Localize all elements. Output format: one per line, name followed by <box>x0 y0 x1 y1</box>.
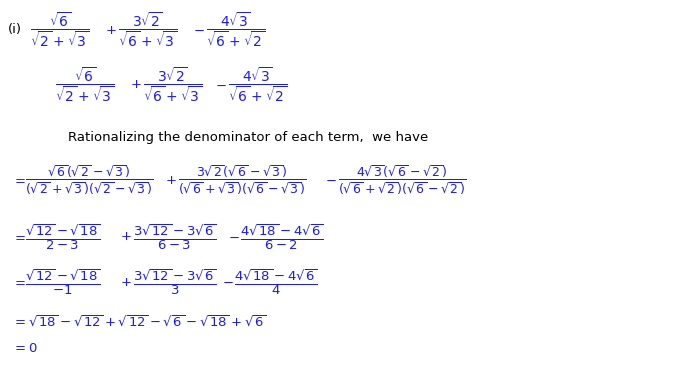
Text: $+$: $+$ <box>165 173 177 187</box>
Text: $=\sqrt{18}-\sqrt{12}+\sqrt{12}-\sqrt{6}-\sqrt{18}+\sqrt{6}$: $=\sqrt{18}-\sqrt{12}+\sqrt{12}-\sqrt{6}… <box>12 314 267 330</box>
Text: $-$: $-$ <box>193 23 205 36</box>
Text: $\dfrac{4\sqrt{3}}{\sqrt{6}+\sqrt{2}}$: $\dfrac{4\sqrt{3}}{\sqrt{6}+\sqrt{2}}$ <box>228 66 287 104</box>
Text: $-$: $-$ <box>228 231 239 243</box>
Text: $\dfrac{4\sqrt{3}}{\sqrt{6}+\sqrt{2}}$: $\dfrac{4\sqrt{3}}{\sqrt{6}+\sqrt{2}}$ <box>206 11 265 49</box>
Text: $\dfrac{3\sqrt{12}-3\sqrt{6}}{6-3}$: $\dfrac{3\sqrt{12}-3\sqrt{6}}{6-3}$ <box>133 222 217 252</box>
Text: $\dfrac{4\sqrt{3}(\sqrt{6}-\sqrt{2})}{(\sqrt{6}+\sqrt{2})(\sqrt{6}-\sqrt{2})}$: $\dfrac{4\sqrt{3}(\sqrt{6}-\sqrt{2})}{(\… <box>338 163 466 197</box>
Text: $\dfrac{3\sqrt{2}}{\sqrt{6}+\sqrt{3}}$: $\dfrac{3\sqrt{2}}{\sqrt{6}+\sqrt{3}}$ <box>143 66 203 104</box>
Text: $\dfrac{4\sqrt{18}-4\sqrt{6}}{6-2}$: $\dfrac{4\sqrt{18}-4\sqrt{6}}{6-2}$ <box>240 222 324 252</box>
Text: (i): (i) <box>8 23 22 36</box>
Text: $\dfrac{3\sqrt{2}}{\sqrt{6}+\sqrt{3}}$: $\dfrac{3\sqrt{2}}{\sqrt{6}+\sqrt{3}}$ <box>118 11 177 49</box>
Text: $\dfrac{\sqrt{6}}{\sqrt{2}+\sqrt{3}}$: $\dfrac{\sqrt{6}}{\sqrt{2}+\sqrt{3}}$ <box>30 11 89 49</box>
Text: $\dfrac{\sqrt{12}-\sqrt{18}}{2-3}$: $\dfrac{\sqrt{12}-\sqrt{18}}{2-3}$ <box>25 222 100 252</box>
Text: $\dfrac{3\sqrt{2}(\sqrt{6}-\sqrt{3})}{(\sqrt{6}+\sqrt{3})(\sqrt{6}-\sqrt{3})}$: $\dfrac{3\sqrt{2}(\sqrt{6}-\sqrt{3})}{(\… <box>178 163 306 197</box>
Text: $\dfrac{\sqrt{6}(\sqrt{2}-\sqrt{3})}{(\sqrt{2}+\sqrt{3})(\sqrt{2}-\sqrt{3})}$: $\dfrac{\sqrt{6}(\sqrt{2}-\sqrt{3})}{(\s… <box>25 163 153 197</box>
Text: $=0$: $=0$ <box>12 342 38 356</box>
Text: $+$: $+$ <box>130 78 141 92</box>
Text: $=$: $=$ <box>12 173 26 187</box>
Text: $=$: $=$ <box>12 231 26 243</box>
Text: $+$: $+$ <box>105 23 117 36</box>
Text: $\dfrac{\sqrt{6}}{\sqrt{2}+\sqrt{3}}$: $\dfrac{\sqrt{6}}{\sqrt{2}+\sqrt{3}}$ <box>55 66 114 104</box>
Text: $+$: $+$ <box>120 231 132 243</box>
Text: $+$: $+$ <box>120 276 132 288</box>
Text: $-$: $-$ <box>215 78 227 92</box>
Text: $\dfrac{3\sqrt{12}-3\sqrt{6}}{3}$: $\dfrac{3\sqrt{12}-3\sqrt{6}}{3}$ <box>133 267 217 297</box>
Text: $=$: $=$ <box>12 276 26 288</box>
Text: $\dfrac{\sqrt{12}-\sqrt{18}}{-1}$: $\dfrac{\sqrt{12}-\sqrt{18}}{-1}$ <box>25 267 100 297</box>
Text: Rationalizing the denominator of each term,  we have: Rationalizing the denominator of each te… <box>68 131 428 143</box>
Text: $-$: $-$ <box>325 173 337 187</box>
Text: $-$: $-$ <box>222 276 234 288</box>
Text: $\dfrac{4\sqrt{18}-4\sqrt{6}}{4}$: $\dfrac{4\sqrt{18}-4\sqrt{6}}{4}$ <box>234 267 318 297</box>
